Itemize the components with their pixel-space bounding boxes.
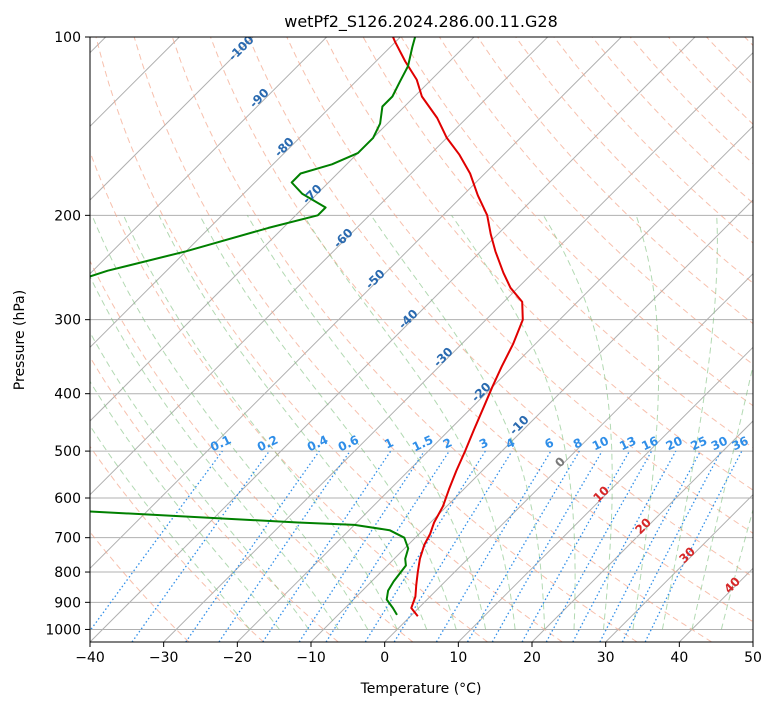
moist-adiabats [90,215,753,630]
mixing-ratio-line [644,450,743,642]
isotherm-line [457,346,753,642]
x-axis-label: Temperature (°C) [360,681,482,697]
moist-adiabat-line [542,215,613,630]
isotherm-line [605,493,753,642]
y-tick-label: 700 [54,531,81,547]
moist-adiabat-line [370,215,546,630]
isotherm-line [90,37,254,201]
moist-adiabat-line [661,215,718,630]
isotherm-line [90,37,401,349]
profile-series [90,37,524,617]
x-tick-label: 30 [597,650,615,666]
x-tick-label: −20 [223,650,253,666]
mixing-ratio-line [325,450,450,642]
mixing-ratio-line [131,450,270,642]
mixing-ratio-label: 16 [639,434,660,454]
dry-adiabat-line [133,37,638,642]
moist-adiabat-line [451,215,576,630]
dry-adiabat-line [90,356,339,642]
x-tick-label: −40 [75,650,105,666]
dry-adiabat-line [515,37,753,284]
moist-adiabat-line [123,215,398,630]
dry-adiabat-line [95,37,563,642]
x-tick-label: 0 [380,650,389,666]
y-tick-label: 600 [54,491,81,507]
moist-adiabat-line [158,215,428,630]
chart-title: wetPf2_S126.2024.286.00.11.G28 [284,12,558,32]
moist-adiabat-line [303,215,516,630]
isotherm-line [384,272,753,642]
mixing-ratio-line [393,450,513,642]
mixing-ratio-line [218,450,351,642]
x-tick-label: 40 [670,650,688,666]
dry-adiabat-line [90,445,264,642]
moist-adiabat-line [246,215,487,630]
moist-adiabat-line [199,215,457,630]
dry-adiabat-line [324,37,753,491]
mixing-ratio-label: 13 [617,434,638,454]
y-tick-label: 400 [54,387,81,403]
mixing-ratio-line [298,450,425,642]
dewpoint-profile-line [90,37,417,616]
moist-adiabat-line [632,215,660,630]
moist-adiabat-line [90,275,339,630]
mixing-ratio-line [521,450,631,642]
y-tick-label: 200 [54,208,81,224]
mixing-ratio-line [185,450,320,642]
y-tick-label: 500 [54,444,81,460]
mixing-ratio-line [90,450,223,632]
dry-adiabat-line [210,37,753,623]
x-tick-label: 10 [449,650,467,666]
y-tick-label: 800 [54,565,81,581]
dry-adiabat-line [90,259,414,642]
moist-adiabat-line [691,363,753,630]
dry-adiabat-line [171,37,712,642]
y-axis-ticks: 100 200 300 400 500 600 700 800 900 1000 [45,30,90,638]
mixing-ratio-line [572,450,677,642]
x-tick-label: 50 [744,650,762,666]
dry-adiabat-line [248,37,753,578]
temperature-profile-line [392,37,524,617]
mixing-ratio-label: 36 [730,434,751,454]
mixing-ratio-label: 20 [664,434,685,454]
x-tick-label: −10 [296,650,326,666]
x-tick-label: 20 [523,650,541,666]
isotherm-line [90,37,328,275]
dry-adiabats [90,37,753,642]
mixing-ratio-label: 10 [590,434,611,454]
moist-adiabat-line [90,331,310,630]
mixing-ratio-lines [90,450,743,642]
plot-frame [89,36,754,643]
isotherm-line [90,37,696,642]
y-axis-label: Pressure (hPa) [12,290,28,390]
y-tick-label: 1000 [45,622,81,638]
dry-adiabat-line [286,37,753,534]
y-tick-label: 900 [54,595,81,611]
isotherm-line [90,37,622,570]
moist-adiabat-line [90,424,251,630]
y-tick-label: 300 [54,313,81,329]
mixing-ratio-line [545,450,653,642]
mixing-ratio-line [262,450,392,642]
x-tick-label: −30 [149,650,179,666]
isotherm-line [163,51,753,642]
isotherm-line [531,420,753,642]
x-axis-ticks: −40 −30 −20 −10 0 10 20 30 40 50 [75,642,762,666]
mixing-ratio-label: 25 [688,434,709,454]
isotherm-line [236,125,753,642]
mixing-ratio-label: 30 [709,434,730,454]
y-tick-label: 100 [54,30,81,46]
moist-adiabat-line [91,215,369,630]
